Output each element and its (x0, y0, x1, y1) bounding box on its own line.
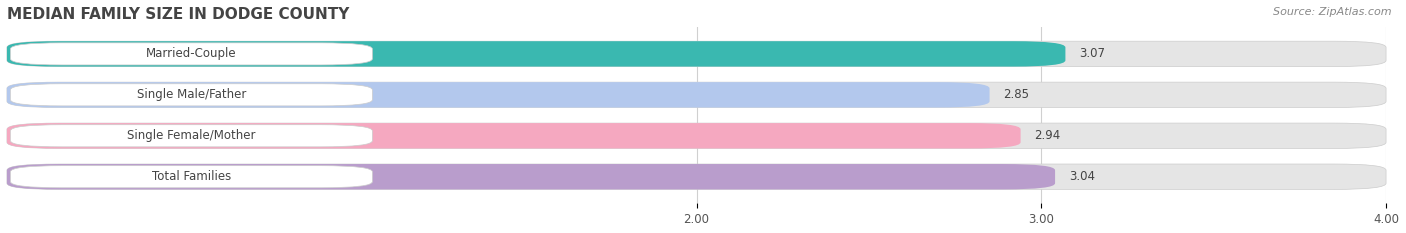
FancyBboxPatch shape (10, 43, 373, 65)
FancyBboxPatch shape (7, 41, 1386, 67)
Text: 3.07: 3.07 (1080, 47, 1105, 60)
FancyBboxPatch shape (10, 166, 373, 188)
Text: Total Families: Total Families (152, 170, 231, 183)
FancyBboxPatch shape (7, 123, 1386, 148)
FancyBboxPatch shape (10, 125, 373, 147)
Text: Married-Couple: Married-Couple (146, 47, 236, 60)
Text: MEDIAN FAMILY SIZE IN DODGE COUNTY: MEDIAN FAMILY SIZE IN DODGE COUNTY (7, 7, 349, 22)
FancyBboxPatch shape (7, 164, 1054, 189)
Text: Source: ZipAtlas.com: Source: ZipAtlas.com (1274, 7, 1392, 17)
Text: Single Male/Father: Single Male/Father (136, 88, 246, 101)
Text: 2.94: 2.94 (1035, 129, 1060, 142)
FancyBboxPatch shape (7, 82, 990, 107)
FancyBboxPatch shape (7, 82, 1386, 107)
Text: 3.04: 3.04 (1069, 170, 1095, 183)
Text: Single Female/Mother: Single Female/Mother (127, 129, 256, 142)
FancyBboxPatch shape (7, 164, 1386, 189)
Text: 2.85: 2.85 (1004, 88, 1029, 101)
FancyBboxPatch shape (7, 41, 1066, 67)
FancyBboxPatch shape (7, 123, 1021, 148)
FancyBboxPatch shape (10, 84, 373, 106)
